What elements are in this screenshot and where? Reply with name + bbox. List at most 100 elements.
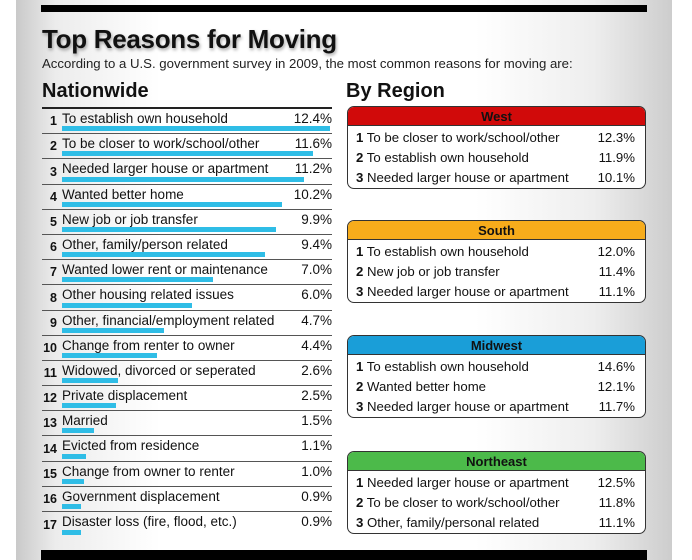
region-row: 2 New job or job transfer 11.4%: [356, 262, 635, 282]
percent-bar: [62, 126, 330, 132]
region-row: 2 To be closer to work/school/other 11.8%: [356, 493, 635, 513]
rank-number: 9: [50, 315, 57, 330]
reason-percent: 2.5%: [301, 388, 332, 404]
percent-bar: [62, 226, 276, 232]
reason-percent: 12.3%: [597, 130, 635, 145]
nationwide-row: 14 Evicted from residence 1.1%: [42, 436, 332, 462]
percent-bar: [62, 352, 158, 358]
nationwide-row: 13 Married 1.5%: [42, 411, 332, 437]
reason-label: Change from owner to renter: [62, 463, 235, 479]
percent-bar: [62, 504, 82, 509]
rank-number: 2: [356, 495, 364, 510]
nationwide-heading: Nationwide: [42, 80, 149, 102]
reason-percent: 11.2%: [294, 161, 332, 177]
reason-label: Needed larger house or apartment: [367, 475, 569, 490]
region-row: 1 To be closer to work/school/other 12.3%: [356, 128, 635, 148]
region-row: 1 To establish own household 12.0%: [356, 242, 635, 262]
percent-bar: [62, 478, 84, 484]
reason-label: Married: [62, 413, 108, 429]
rank-number: 3: [50, 164, 57, 179]
reason-label: To establish own household: [366, 150, 529, 165]
reason-label: To establish own household: [62, 111, 228, 126]
reason-percent: 1.0%: [301, 463, 332, 479]
rank-number: 6: [50, 240, 57, 255]
percent-bar: [62, 428, 95, 434]
reason-label: Needed larger house or apartment: [367, 284, 569, 299]
percent-bar: [62, 403, 116, 409]
reason-label: Wanted better home: [367, 379, 487, 394]
nationwide-row: 4 Wanted better home 10.2%: [42, 185, 332, 210]
rank-number: 8: [50, 290, 57, 305]
reason-label: Private displacement: [62, 388, 188, 404]
percent-bar: [62, 378, 119, 384]
reason-label: New job or job transfer: [62, 211, 198, 227]
reason-percent: 11.4%: [598, 264, 635, 279]
reason-percent: 7.0%: [301, 262, 332, 278]
reason-label: New job or job transfer: [367, 264, 500, 279]
rank-number: 10: [43, 340, 57, 355]
rank-number: 15: [43, 466, 57, 481]
percent-bar: [62, 151, 313, 157]
region-box-midwest: Midwest 1 To establish own household 14.6%…: [347, 335, 646, 418]
nationwide-row: 1 To establish own household 12.4%: [42, 109, 332, 135]
reason-percent: 0.9%: [301, 488, 332, 504]
reason-percent: 1.1%: [301, 438, 332, 454]
reason-percent: 12.4%: [293, 111, 332, 126]
nationwide-row: 12 Private displacement 2.5%: [42, 386, 332, 412]
rank-number: 2: [356, 379, 364, 394]
percent-bar: [62, 277, 214, 283]
reason-percent: 11.8%: [598, 495, 635, 510]
reason-percent: 14.6%: [597, 359, 635, 374]
region-box-south: South 1 To establish own household 12.0% 2 …: [347, 220, 646, 303]
reason-percent: 9.9%: [301, 211, 332, 227]
reason-label: Other, family/personal related: [367, 515, 540, 530]
region-row: 3 Needed larger house or apartment 11.1%: [356, 282, 635, 302]
reason-label: Wanted lower rent or maintenance: [62, 262, 268, 278]
reason-label: Evicted from residence: [62, 438, 200, 454]
region-row: 3 Other, family/personal related 11.1%: [356, 513, 635, 533]
rank-number: 14: [43, 441, 57, 456]
reason-percent: 4.4%: [301, 337, 332, 353]
reason-label: Needed larger house or apartment: [367, 399, 569, 414]
rank-number: 3: [356, 515, 364, 530]
nationwide-row: 3 Needed larger house or apartment 11.2%: [42, 159, 332, 185]
region-header: Northeast: [348, 452, 645, 471]
region-row: 1 Needed larger house or apartment 12.5%: [356, 473, 635, 493]
region-box-northeast: Northeast 1 Needed larger house or apartm…: [347, 451, 646, 534]
rank-number: 2: [50, 139, 57, 154]
rank-number: 4: [50, 189, 57, 204]
percent-bar: [62, 302, 192, 308]
top-divider: [41, 5, 647, 12]
nationwide-row: 10 Change from renter to owner 4.4%: [42, 336, 332, 361]
by-region-heading: By Region: [346, 80, 445, 102]
region-row: 3 Needed larger house or apartment 11.7%: [356, 397, 635, 417]
reason-percent: 12.0%: [597, 244, 635, 259]
percent-bar: [62, 252, 266, 258]
reason-percent: 10.1%: [597, 170, 635, 185]
reason-percent: 2.6%: [301, 362, 332, 378]
nationwide-row: 17 Disaster loss (fire, flood, etc.) 0.9%: [42, 512, 332, 537]
nationwide-row: 11 Widowed, divorced or seperated 2.6%: [42, 361, 332, 387]
reason-label: Needed larger house or apartment: [367, 170, 569, 185]
rank-number: 5: [50, 214, 57, 229]
percent-bar: [62, 176, 304, 182]
reason-percent: 11.1%: [598, 515, 635, 530]
reason-label: Change from renter to owner: [62, 337, 235, 353]
rank-number: 2: [356, 264, 364, 279]
rank-number: 1: [50, 114, 57, 129]
rank-number: 11: [43, 366, 57, 381]
reason-percent: 10.2%: [293, 186, 332, 202]
reason-label: Other housing related issues: [62, 287, 234, 303]
reason-percent: 0.9%: [301, 514, 332, 529]
reason-label: Needed larger house or apartment: [62, 161, 269, 177]
region-row: 3 Needed larger house or apartment 10.1%: [356, 168, 635, 188]
page-title: Top Reasons for Moving: [42, 24, 337, 54]
percent-bar: [62, 327, 164, 333]
reason-percent: 11.9%: [598, 150, 635, 165]
nationwide-row: 6 Other, family/person related 9.4%: [42, 235, 332, 261]
reason-label: To be closer to work/school/other: [366, 130, 560, 145]
reason-percent: 11.1%: [598, 284, 635, 299]
reason-percent: 11.7%: [598, 399, 635, 414]
nationwide-row: 16 Government displacement 0.9%: [42, 487, 332, 512]
region-box-west: West 1 To be closer to work/school/other 1…: [347, 106, 646, 189]
